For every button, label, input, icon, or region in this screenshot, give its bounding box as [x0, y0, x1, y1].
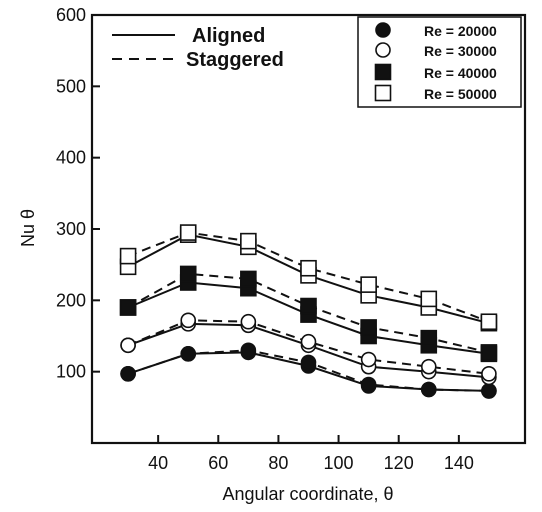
x-tick-label-80: 80	[268, 453, 288, 473]
y-axis-title: Nu θ	[18, 209, 38, 247]
legend-re-50000: Re = 50000	[424, 86, 497, 102]
marker-legend-symbols	[374, 22, 392, 102]
x-tick-label-60: 60	[208, 453, 228, 473]
x-tick-label-40: 40	[148, 453, 168, 473]
data-point-re-40000-staggered-110	[360, 319, 377, 336]
legend-re-40000: Re = 40000	[424, 65, 497, 81]
y-tick-label-500: 500	[56, 76, 86, 96]
data-point-re-40000-staggered-130	[420, 329, 438, 347]
y-tick-label-100: 100	[56, 362, 86, 382]
data-point-re-50000-staggered-30	[119, 247, 137, 265]
data-point-re-30000-staggered-50	[180, 312, 197, 329]
data-point-re-20000-staggered-90	[300, 354, 317, 371]
y-tick-label-200: 200	[56, 290, 86, 310]
data-point-re-50000-staggered-110	[360, 276, 377, 293]
legend-label-staggered: Staggered	[186, 49, 284, 71]
legend-marker-re-50000	[374, 84, 392, 102]
x-tick-label-120: 120	[384, 453, 414, 473]
data-point-re-30000-staggered-130	[420, 358, 437, 375]
x-tick-label-140: 140	[444, 453, 474, 473]
legend-marker-re-30000	[375, 42, 391, 58]
data-point-re-50000-staggered-70	[240, 232, 257, 250]
data-point-re-30000-staggered-110	[360, 351, 377, 368]
data-point-re-50000-staggered-130	[420, 290, 438, 308]
axis-ticks: 40 60 80 100 120 140 100 200 300 400 500 600	[56, 5, 474, 473]
legend-re-30000: Re = 30000	[424, 43, 497, 59]
legend-marker-re-20000	[375, 22, 391, 38]
x-axis-title: Angular coordinate, θ	[222, 484, 393, 504]
data-point-re-30000-staggered-90	[300, 333, 317, 350]
x-tick-label-100: 100	[324, 453, 354, 473]
line-style-legend: Aligned Staggered	[112, 25, 284, 71]
data-point-re-30000-staggered-70	[240, 313, 257, 330]
y-tick-label-400: 400	[56, 148, 86, 168]
y-tick-label-300: 300	[56, 219, 86, 239]
data-point-re-50000-staggered-150	[480, 313, 498, 331]
marker-legend: Re = 20000 Re = 30000 Re = 40000 Re = 50…	[357, 16, 522, 108]
data-point-re-50000-staggered-90	[300, 259, 317, 277]
y-tick-label-600: 600	[56, 5, 86, 25]
data-point-re-20000-staggered-50	[180, 346, 197, 362]
data-point-re-20000-staggered-130	[420, 381, 437, 398]
data-point-re-40000-staggered-90	[300, 297, 317, 315]
data-point-re-30000-staggered-150	[481, 366, 497, 382]
data-point-re-40000-staggered-150	[480, 344, 498, 361]
legend-marker-re-40000	[374, 63, 392, 81]
data-point-re-20000-staggered-150	[481, 383, 497, 399]
plot-marks	[119, 224, 498, 399]
legend-label-aligned: Aligned	[192, 25, 265, 47]
data-point-re-30000-staggered-30	[120, 337, 136, 354]
legend-re-20000: Re = 20000	[424, 23, 497, 39]
data-point-re-20000-staggered-70	[240, 342, 257, 359]
data-point-re-40000-staggered-30	[119, 299, 137, 316]
data-point-re-50000-staggered-50	[179, 224, 197, 241]
data-point-re-20000-staggered-30	[120, 366, 136, 382]
data-point-re-40000-staggered-70	[240, 270, 257, 288]
data-point-re-20000-staggered-110	[360, 376, 377, 393]
data-point-re-40000-staggered-50	[179, 265, 197, 283]
